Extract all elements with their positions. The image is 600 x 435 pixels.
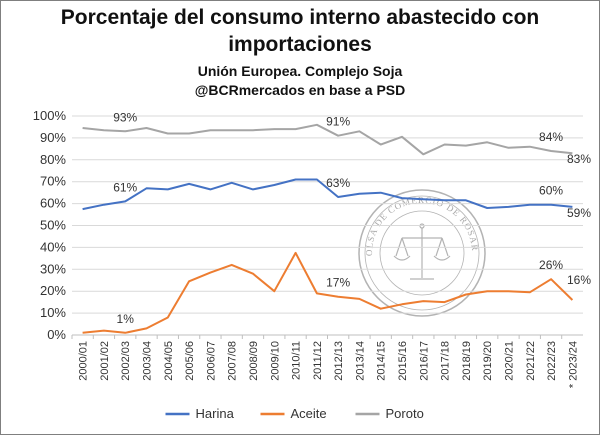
scales-of-justice-icon	[393, 223, 451, 280]
data-label: 17%	[326, 276, 350, 290]
series-line-poroto	[82, 123, 573, 156]
x-tick-label: 2011/12	[312, 341, 324, 380]
x-tick-label: 2003/04	[142, 341, 154, 381]
x-tick-label: 2014/15	[376, 341, 388, 381]
data-label: 1%	[117, 312, 135, 326]
x-tick-label: 2001/02	[99, 341, 111, 381]
y-tick-label: 20%	[40, 283, 66, 298]
watermark-text: BOLSA DE COMERCIO DE ROSARIO	[0, 0, 480, 256]
data-label: 93%	[113, 110, 137, 124]
data-label: 91%	[326, 115, 350, 129]
x-tick-label: 2022/23	[546, 341, 558, 381]
x-tick-label: 2000/01	[78, 341, 90, 381]
data-label: 26%	[539, 258, 563, 272]
x-tick-label: 2017/18	[440, 341, 452, 381]
y-tick-label: 0%	[47, 327, 66, 342]
series-line-aceite	[82, 251, 574, 334]
x-tick-label: 2018/19	[461, 341, 473, 381]
series-line-harina	[82, 178, 573, 211]
y-tick-label: 40%	[40, 239, 66, 254]
x-tick-label: * 2023/24	[567, 341, 579, 388]
legend-entry: Poroto	[386, 406, 424, 421]
chart-title: Porcentaje del consumo interno abastecid…	[60, 6, 540, 56]
chart-source: @BCRmercados en base a PSD	[194, 82, 406, 98]
y-tick-label: 50%	[40, 218, 66, 233]
x-tick-label: 2010/11	[291, 341, 303, 380]
x-tick-label: 2019/20	[482, 341, 494, 381]
y-tick-label: 60%	[40, 196, 66, 211]
chart-subtitle: Unión Europea. Complejo Soja	[197, 63, 403, 79]
data-label: 16%	[567, 273, 591, 287]
x-tick-label: 2012/13	[333, 341, 345, 381]
x-tick-label: 2020/21	[503, 341, 515, 381]
y-tick-label: 70%	[40, 174, 66, 189]
x-tick-label: 2009/10	[269, 341, 281, 381]
x-tick-label: 2021/22	[525, 341, 537, 381]
data-label: 60%	[539, 184, 563, 198]
x-tick-label: 2005/06	[184, 341, 196, 381]
y-tick-label: 80%	[40, 152, 66, 167]
y-tick-label: 30%	[40, 261, 66, 276]
x-tick-label: 2006/07	[205, 341, 217, 381]
x-tick-label: 2007/08	[227, 341, 239, 381]
x-tick-label: 2008/09	[248, 341, 260, 381]
legend-entry: Harina	[196, 406, 235, 421]
x-tick-label: 2015/16	[397, 341, 409, 381]
data-label: 59%	[567, 206, 591, 220]
y-tick-label: 100%	[33, 108, 67, 123]
x-tick-label: 2002/03	[120, 341, 132, 381]
data-label: 84%	[539, 130, 563, 144]
x-tick-label: 2013/14	[354, 341, 366, 381]
y-tick-label: 10%	[40, 305, 66, 320]
data-label: 63%	[326, 176, 350, 190]
data-label: 61%	[113, 180, 137, 194]
legend-entry: Aceite	[291, 406, 327, 421]
x-tick-label: 2004/05	[163, 341, 175, 381]
data-label: 83%	[567, 152, 591, 166]
y-tick-label: 90%	[40, 130, 66, 145]
x-tick-label: 2016/17	[418, 341, 430, 381]
